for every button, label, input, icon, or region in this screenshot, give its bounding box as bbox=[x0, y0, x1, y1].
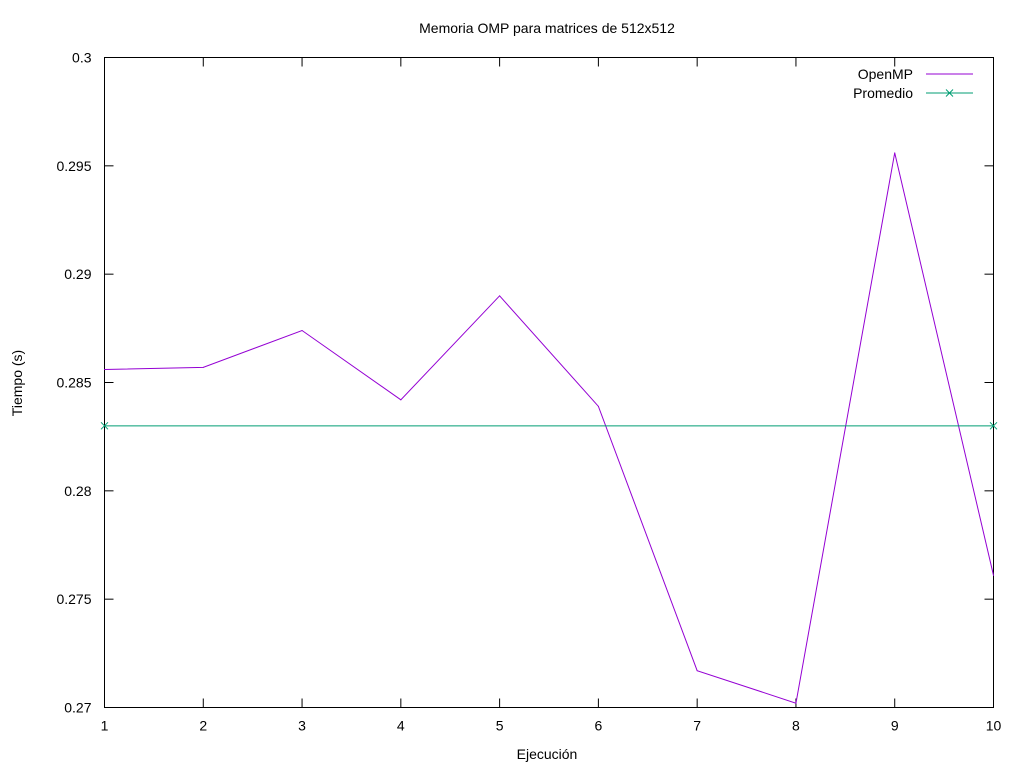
data-point-openmp bbox=[301, 330, 303, 331]
legend-entry-promedio: Promedio bbox=[853, 85, 973, 101]
y-tick-label: 0.275 bbox=[56, 591, 91, 607]
data-point-openmp bbox=[202, 366, 204, 368]
data-point-openmp bbox=[104, 369, 105, 370]
y-axis-ticks: 0.27 0.275 0.28 0.285 0.29 0.295 0.3 bbox=[56, 50, 994, 716]
y-tick-label: 0.3 bbox=[72, 50, 92, 66]
legend-marker-promedio bbox=[945, 89, 954, 97]
chart-title: Memoria OMP para matrices de 512x512 bbox=[419, 20, 675, 36]
legend-entry-openmp: OpenMP bbox=[858, 66, 973, 82]
y-tick-label: 0.27 bbox=[64, 700, 91, 716]
x-tick-label: 4 bbox=[397, 718, 405, 734]
x-tick-label: 7 bbox=[693, 718, 701, 734]
y-axis-title: Tiempo (s) bbox=[9, 350, 25, 416]
data-point-promedio bbox=[989, 421, 998, 430]
y-tick-label: 0.285 bbox=[56, 375, 91, 391]
series-layer bbox=[100, 152, 998, 704]
x-tick-label: 3 bbox=[298, 718, 306, 734]
legend-label-openmp: OpenMP bbox=[858, 66, 913, 82]
series-line-openmp bbox=[104, 152, 994, 704]
y-tick-label: 0.295 bbox=[56, 158, 91, 174]
y-tick-label: 0.28 bbox=[64, 483, 91, 499]
x-tick-label: 1 bbox=[101, 718, 109, 734]
legend-cross-icon bbox=[945, 89, 954, 97]
x-axis-title: Ejecución bbox=[517, 746, 578, 762]
x-tick-label: 6 bbox=[594, 718, 602, 734]
legend: OpenMP Promedio bbox=[853, 66, 973, 101]
y-tick-label: 0.29 bbox=[64, 266, 91, 282]
plot-frame bbox=[104, 57, 994, 708]
data-point-openmp bbox=[894, 152, 896, 154]
x-axis-ticks: 1 2 3 4 5 6 7 8 9 10 bbox=[101, 57, 1002, 734]
data-point-openmp bbox=[499, 295, 501, 297]
data-point-openmp bbox=[400, 399, 402, 401]
data-point-openmp bbox=[696, 670, 698, 672]
x-tick-label: 10 bbox=[986, 718, 1002, 734]
x-tick-label: 9 bbox=[891, 718, 899, 734]
x-tick-label: 5 bbox=[496, 718, 504, 734]
data-point-openmp bbox=[597, 405, 599, 407]
x-tick-label: 2 bbox=[199, 718, 207, 734]
data-point-promedio bbox=[100, 421, 109, 430]
x-tick-label: 8 bbox=[792, 718, 800, 734]
data-point-openmp bbox=[993, 574, 994, 576]
data-point-openmp bbox=[795, 702, 797, 704]
legend-label-promedio: Promedio bbox=[853, 85, 913, 101]
